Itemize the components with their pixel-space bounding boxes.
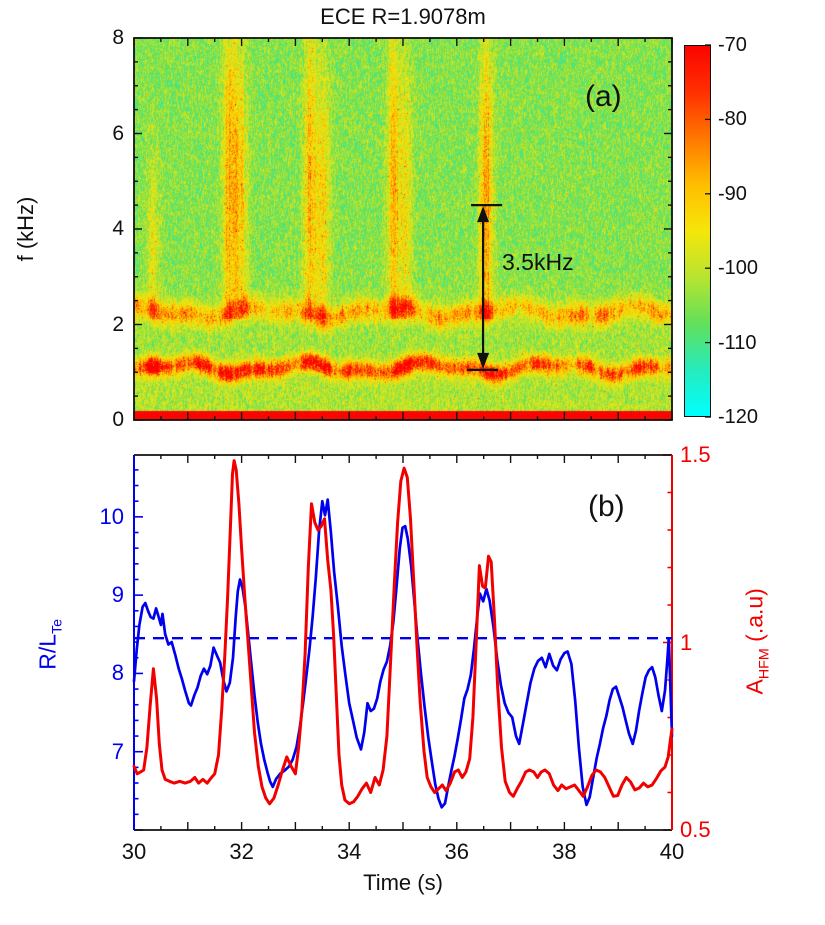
colorbar-tick-label: -90 xyxy=(718,182,747,205)
panel-a-y-axis-label: f (kHz) xyxy=(13,196,38,262)
panel-a-y-tick-label: 2 xyxy=(112,312,124,336)
panel-b-left-tick-label: 9 xyxy=(111,582,124,608)
left-axis-label-sub: Te xyxy=(49,618,66,634)
panel-b-left-tick-label: 8 xyxy=(111,660,124,686)
panel-a-y-tick-label: 6 xyxy=(112,121,124,145)
colorbar-tick-label: -110 xyxy=(718,331,757,354)
panel-a-y-tick-label: 0 xyxy=(112,408,124,431)
series-rlte xyxy=(132,498,674,809)
right-axis-label-main: A xyxy=(741,679,768,695)
colorbar-tick-label: -80 xyxy=(718,108,747,131)
colorbar xyxy=(684,45,711,417)
panel-a-title: ECE R=1.9078m xyxy=(320,4,486,29)
colorbar-tick-label: -120 xyxy=(718,406,759,428)
panel-b-left-axis-label: R/LTe xyxy=(35,534,66,754)
arrow-annotation-label: 3.5kHz xyxy=(502,249,574,275)
left-axis-label-main: R/L xyxy=(34,633,61,670)
panel-b-left-tick-label: 10 xyxy=(99,503,124,529)
panel-b-x-tick-label: 36 xyxy=(444,839,470,864)
panel-b-right-tick-label: 1.5 xyxy=(680,442,711,467)
panel-b-x-tick-label: 32 xyxy=(229,839,254,864)
colorbar-tick-label: -70 xyxy=(718,34,747,56)
right-axis-label-rest: (.a.u) xyxy=(741,588,768,649)
panel-a-y-tick-label: 4 xyxy=(112,217,124,240)
panel-b-label: (b) xyxy=(588,490,625,523)
panel-b-left-tick-label: 7 xyxy=(111,738,124,764)
right-axis-label-sub: HFM xyxy=(756,648,773,680)
panel-a-y-tick-label: 8 xyxy=(112,26,124,49)
panel-b-right-axis-label: AHFM (.a.u) xyxy=(742,531,773,751)
panel-b-x-tick-label: 38 xyxy=(552,839,577,864)
colorbar-tick-label: -100 xyxy=(718,257,759,280)
panel-b-x-tick-label: 40 xyxy=(659,839,685,864)
panel-b-right-tick-label: 0.5 xyxy=(680,817,711,842)
x-axis-label: Time (s) xyxy=(363,870,443,895)
panel-b-right-tick-label: 1 xyxy=(680,629,693,655)
panel-a-label: (a) xyxy=(585,80,622,113)
panel-b-x-tick-label: 30 xyxy=(121,839,147,864)
panel-b-x-tick-label: 34 xyxy=(336,839,362,864)
